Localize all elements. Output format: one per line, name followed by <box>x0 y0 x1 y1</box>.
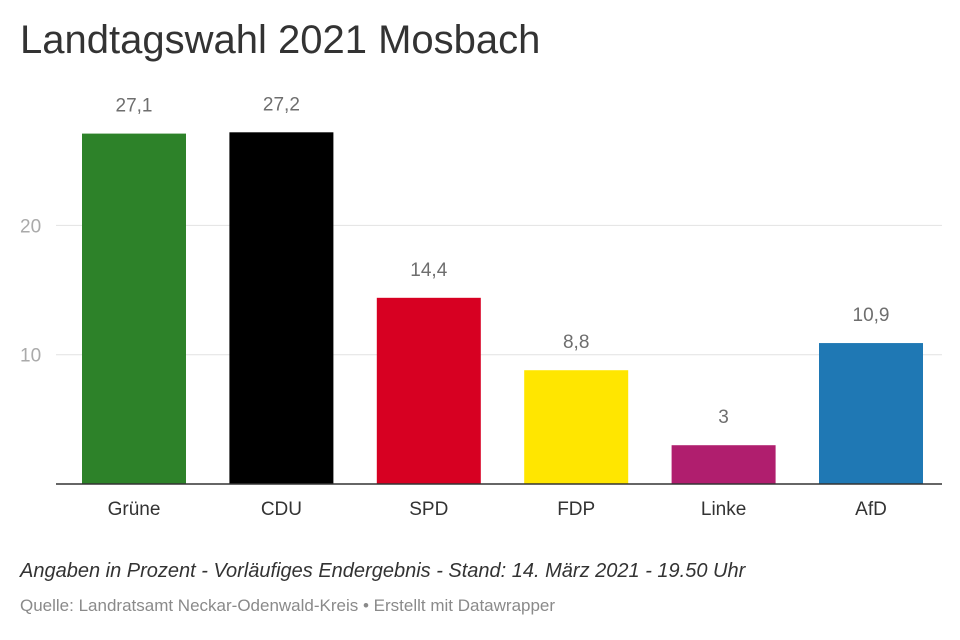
category-label: FDP <box>557 499 595 520</box>
bar-spd <box>376 297 481 484</box>
bar-grüne <box>82 133 186 485</box>
bar-linke <box>671 445 776 484</box>
y-tick-label: 10 <box>20 346 41 367</box>
grid-lines: 10 20 <box>20 216 942 367</box>
bar-afd <box>819 343 923 484</box>
value-label: 14,4 <box>410 260 447 281</box>
value-labels: 27,1 27,2 14,4 8,8 3 10,9 <box>116 94 890 428</box>
chart-source: Quelle: Landratsamt Neckar-Odenwald-Krei… <box>20 596 556 615</box>
category-label: AfD <box>855 499 887 520</box>
value-label: 8,8 <box>563 332 589 353</box>
chart-title: Landtagswahl 2021 Mosbach <box>20 18 541 62</box>
category-label: Linke <box>701 499 746 520</box>
bar-cdu <box>229 132 334 484</box>
chart-notes: Angaben in Prozent - Vorläufiges Enderge… <box>20 560 746 582</box>
x-axis: Grüne CDU SPD FDP Linke AfD <box>56 483 942 520</box>
value-label: 27,1 <box>116 96 153 117</box>
bars <box>82 132 923 485</box>
category-label: Grüne <box>108 499 161 520</box>
category-label: SPD <box>409 499 448 520</box>
category-label: CDU <box>261 499 302 520</box>
y-tick-label: 20 <box>20 216 41 237</box>
value-label: 3 <box>718 407 729 428</box>
bar-fdp <box>524 370 629 484</box>
value-label: 27,2 <box>263 94 300 115</box>
value-label: 10,9 <box>853 305 890 326</box>
